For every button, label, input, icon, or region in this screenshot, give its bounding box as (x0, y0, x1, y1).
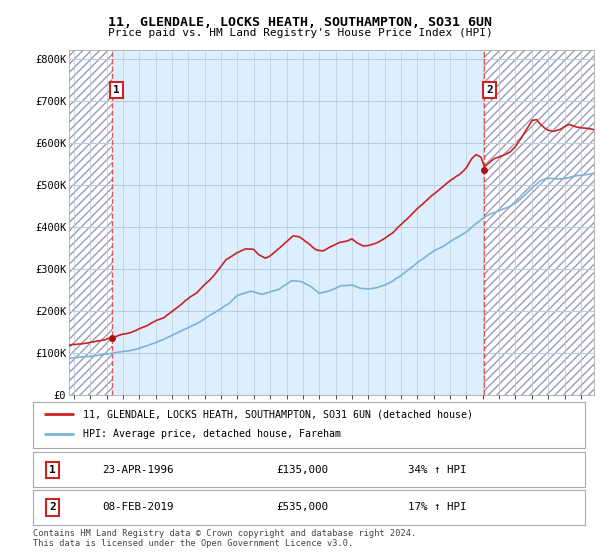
Text: 34% ↑ HPI: 34% ↑ HPI (409, 465, 467, 475)
Text: HPI: Average price, detached house, Fareham: HPI: Average price, detached house, Fare… (83, 429, 341, 439)
Bar (69, 50, 112, 395)
Text: £135,000: £135,000 (276, 465, 328, 475)
Text: £535,000: £535,000 (276, 502, 328, 512)
Text: Price paid vs. HM Land Registry's House Price Index (HPI): Price paid vs. HM Land Registry's House … (107, 28, 493, 38)
Text: 11, GLENDALE, LOCKS HEATH, SOUTHAMPTON, SO31 6UN (detached house): 11, GLENDALE, LOCKS HEATH, SOUTHAMPTON, … (83, 409, 473, 419)
Text: 08-FEB-2019: 08-FEB-2019 (102, 502, 173, 512)
Bar (484, 50, 594, 395)
Text: 23-APR-1996: 23-APR-1996 (102, 465, 173, 475)
Text: 2: 2 (486, 85, 493, 95)
Text: 17% ↑ HPI: 17% ↑ HPI (409, 502, 467, 512)
Text: Contains HM Land Registry data © Crown copyright and database right 2024.
This d: Contains HM Land Registry data © Crown c… (33, 529, 416, 548)
Text: 2: 2 (49, 502, 56, 512)
Text: 1: 1 (113, 85, 120, 95)
Text: 1: 1 (49, 465, 56, 475)
Text: 11, GLENDALE, LOCKS HEATH, SOUTHAMPTON, SO31 6UN: 11, GLENDALE, LOCKS HEATH, SOUTHAMPTON, … (108, 16, 492, 29)
